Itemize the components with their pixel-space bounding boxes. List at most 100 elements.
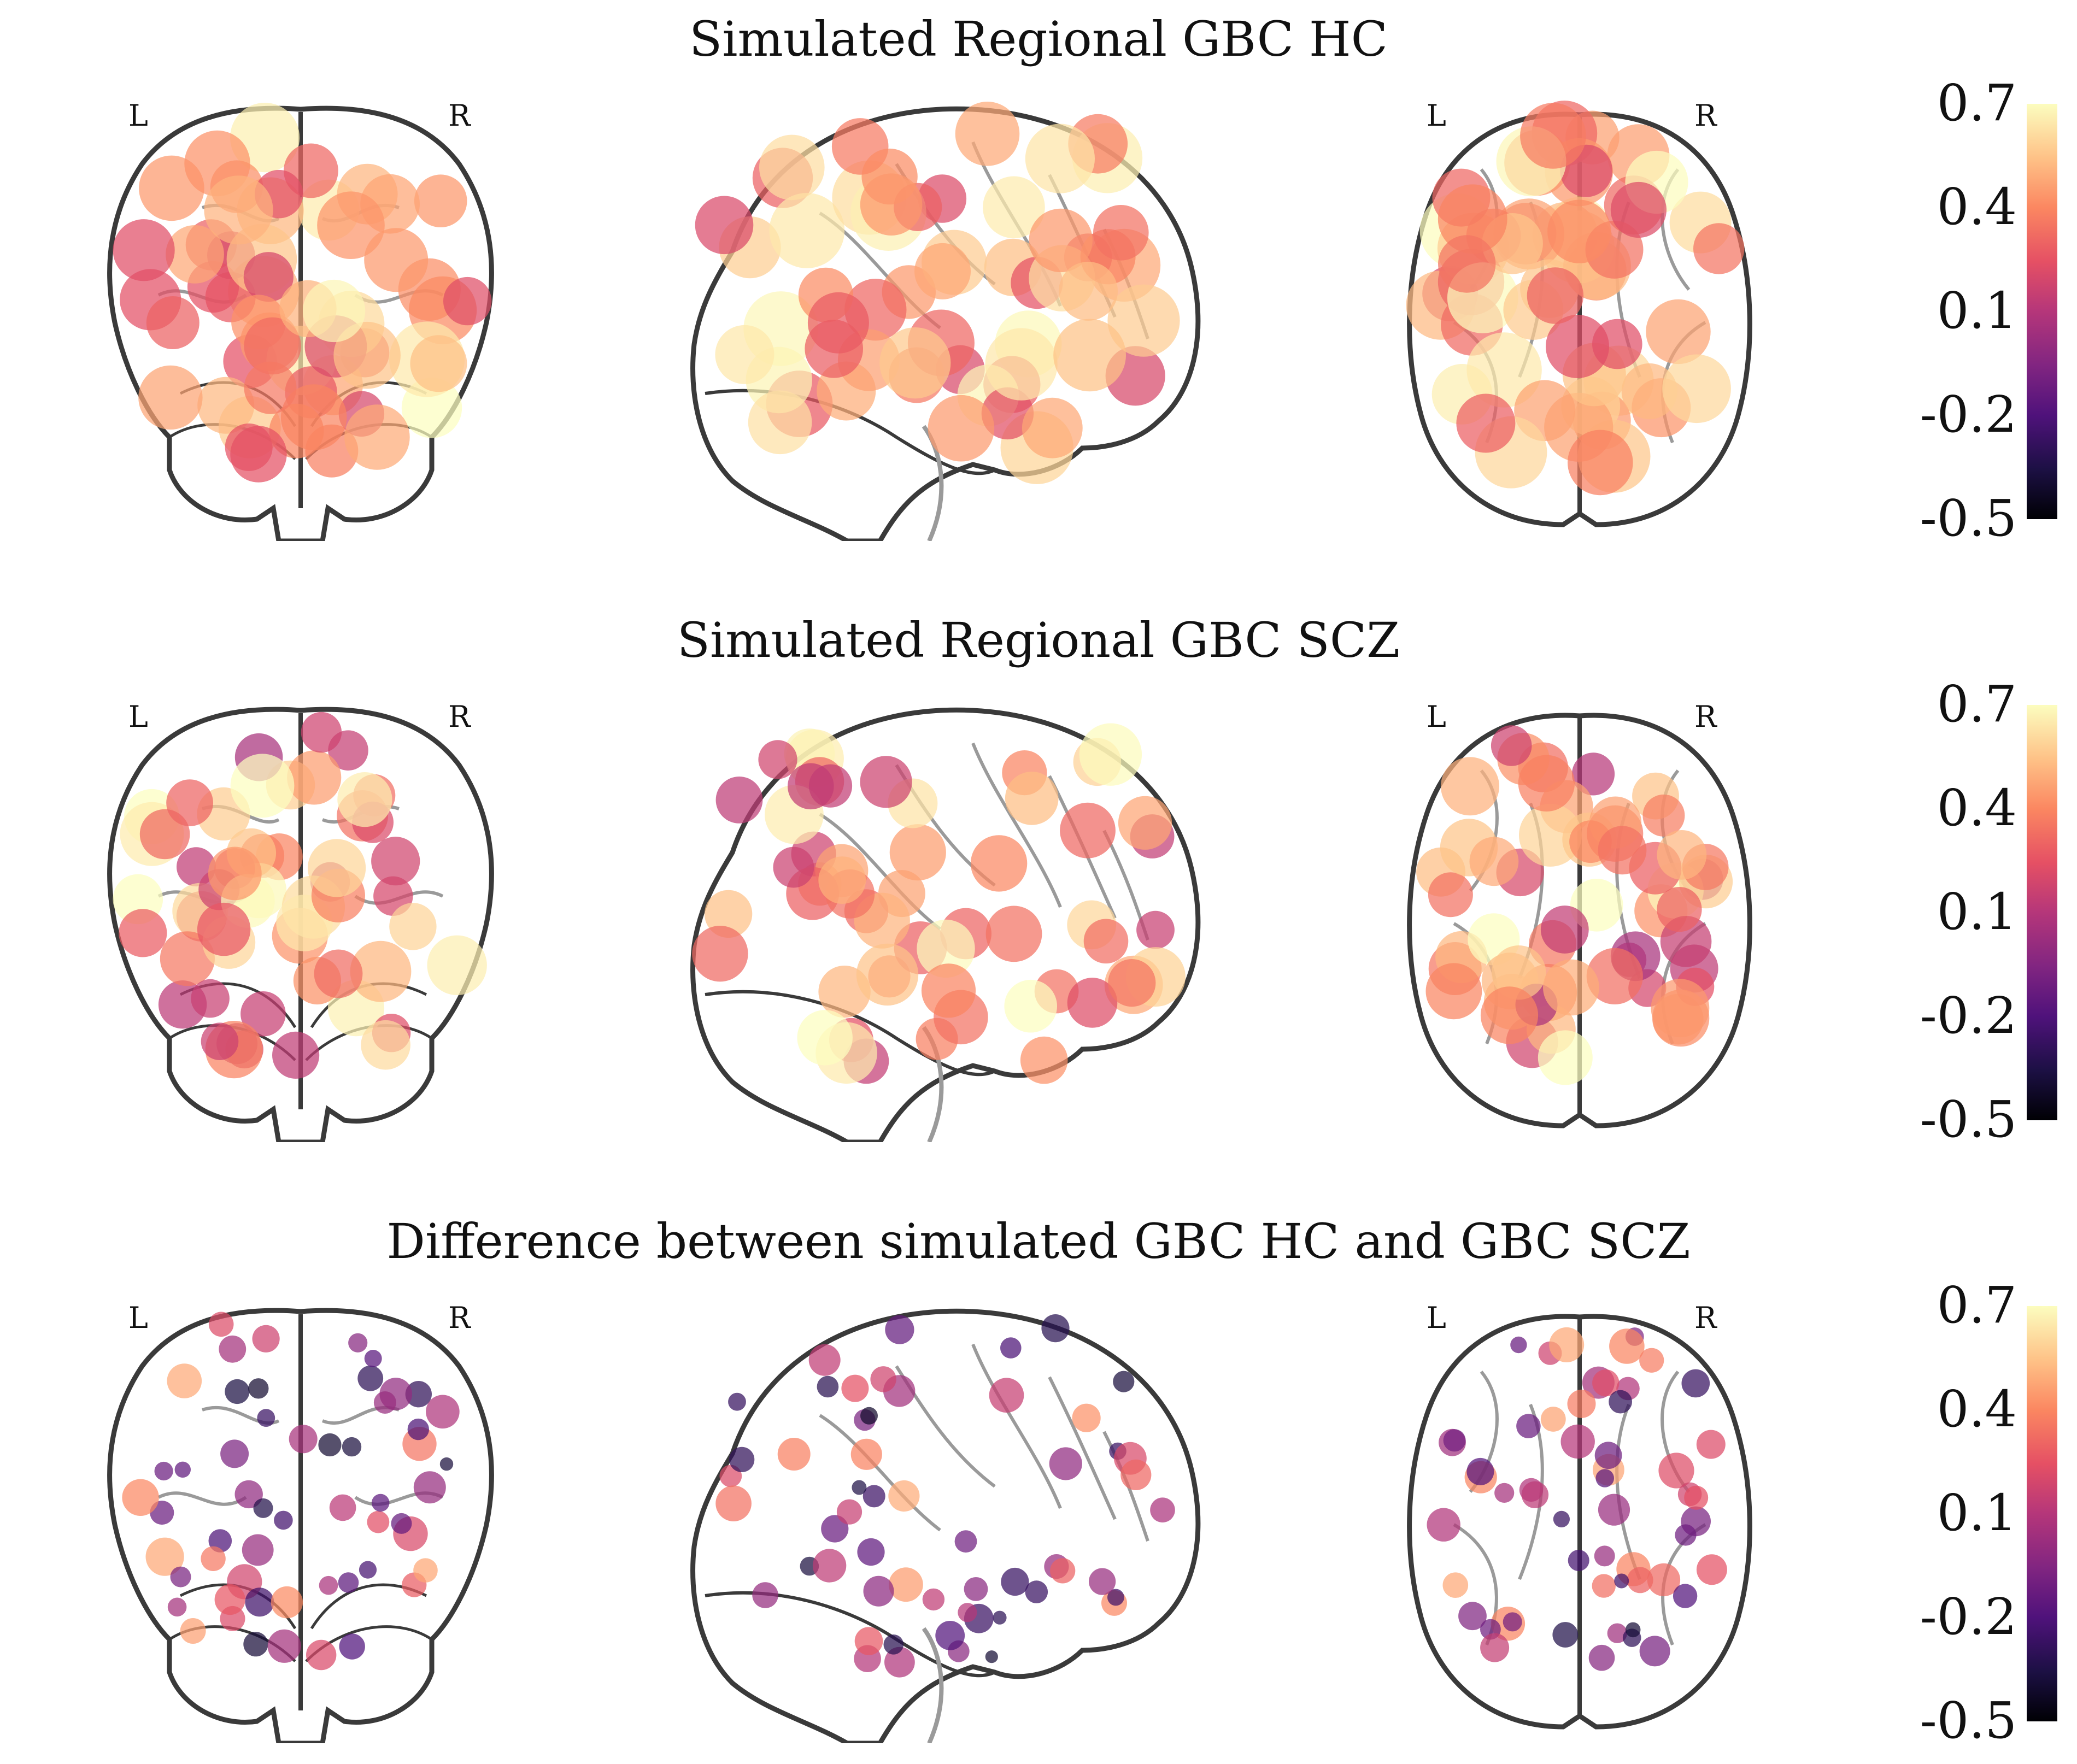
region-node: [167, 1363, 202, 1398]
region-node: [1609, 1328, 1645, 1364]
colorbar-tick-label: 0.4: [1937, 178, 2017, 236]
region-node: [1029, 208, 1093, 273]
region-node: [1639, 1348, 1664, 1373]
region-node: [318, 1433, 342, 1457]
region-node: [1004, 979, 1057, 1033]
region-node: [317, 191, 385, 259]
region-node: [1025, 124, 1095, 193]
region-node: [1428, 872, 1473, 918]
region-node: [301, 712, 342, 753]
region-node: [1072, 1403, 1101, 1432]
colorbar-tick-label: -0.5: [1920, 489, 2017, 548]
region-node: [1442, 1572, 1469, 1598]
region-node: [1041, 1314, 1070, 1343]
region-node: [1456, 393, 1516, 453]
region-node: [985, 905, 1042, 962]
region-node: [852, 1480, 867, 1495]
region-node: [758, 740, 797, 779]
row1-coronal-right-label: R: [448, 98, 471, 133]
region-node: [1696, 1430, 1726, 1459]
region-node: [1540, 1407, 1566, 1432]
region-node: [1567, 1389, 1596, 1418]
region-node: [166, 225, 224, 284]
region-node: [145, 1537, 184, 1576]
region-node: [407, 1418, 429, 1440]
region-node: [704, 890, 753, 938]
region-node: [274, 1510, 293, 1530]
region-node: [885, 1315, 914, 1344]
region-node: [244, 361, 297, 414]
region-node: [807, 292, 869, 354]
region-node: [955, 102, 1020, 166]
region-node: [319, 1575, 338, 1595]
region-node: [1598, 1493, 1630, 1526]
region-node: [850, 1438, 882, 1470]
region-node: [271, 1586, 303, 1619]
region-node: [818, 856, 866, 904]
region-node: [921, 963, 976, 1018]
region-node: [1022, 397, 1083, 458]
region-node: [1546, 315, 1609, 378]
region-node: [1552, 1622, 1579, 1648]
colorbar-tick-label: 0.4: [1937, 779, 2017, 837]
brainstem-line: [922, 1627, 944, 1743]
region-node: [426, 1395, 460, 1429]
region-node: [154, 1461, 173, 1481]
region-node: [364, 1350, 382, 1367]
region-node: [1568, 1550, 1589, 1571]
region-node: [371, 1493, 390, 1512]
row3-sagittal-view: [690, 1308, 1201, 1743]
region-node: [245, 1587, 274, 1617]
region-node: [1093, 205, 1149, 261]
region-node: [201, 1022, 239, 1060]
region-node: [350, 940, 412, 1002]
region-node: [1662, 354, 1731, 424]
region-node: [166, 779, 213, 826]
colorbar-tick-label: -0.2: [1920, 385, 2017, 444]
region-node: [883, 1634, 904, 1655]
region-node: [1438, 184, 1507, 254]
region-node: [769, 193, 845, 268]
region-node: [914, 243, 971, 299]
region-node: [1627, 1567, 1653, 1594]
row1-title: Simulated Regional GBC HC: [689, 11, 1388, 67]
region-node: [1527, 267, 1584, 324]
row1-axial-view: [1406, 101, 1752, 527]
region-node: [197, 377, 255, 434]
region-node: [342, 1437, 362, 1457]
region-node: [240, 991, 286, 1037]
region-node: [257, 1409, 275, 1427]
region-node: [138, 365, 203, 430]
region-node: [715, 777, 763, 824]
region-node: [1696, 1554, 1727, 1585]
region-node: [337, 772, 392, 827]
region-node: [1592, 1369, 1620, 1397]
region-node: [197, 902, 251, 956]
region-node: [1120, 1459, 1152, 1490]
region-node: [1571, 752, 1615, 796]
region-node: [985, 328, 1058, 401]
region-node: [1480, 986, 1539, 1044]
region-node: [439, 1457, 454, 1471]
row2-axial-right-label: R: [1694, 699, 1717, 734]
region-node: [230, 426, 287, 483]
region-node: [917, 919, 975, 978]
region-node: [1049, 1447, 1082, 1480]
region-node: [1516, 1414, 1541, 1438]
region-node: [817, 1375, 839, 1398]
region-node: [303, 279, 366, 343]
region-node: [773, 846, 814, 888]
region-node: [1642, 794, 1685, 837]
region-node: [413, 1471, 446, 1504]
region-node: [715, 325, 775, 384]
row3-axial-right-label: R: [1694, 1301, 1717, 1335]
region-node: [1657, 887, 1702, 932]
region-node: [1491, 945, 1546, 1000]
region-node: [857, 1538, 885, 1566]
region-node: [1547, 199, 1611, 263]
region-node: [728, 1392, 746, 1411]
region-node: [329, 1494, 356, 1521]
region-node: [1607, 1623, 1627, 1643]
region-node: [1568, 430, 1633, 496]
